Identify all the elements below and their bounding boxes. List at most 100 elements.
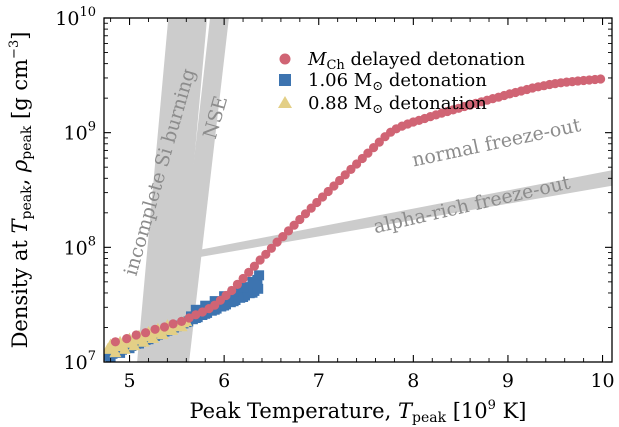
series-0-point-29 bbox=[306, 203, 316, 213]
shaded-regions bbox=[137, 18, 612, 362]
legend-label-088-sub: ⊙ bbox=[372, 102, 383, 117]
series-2-point-26 bbox=[118, 342, 131, 354]
series-0-point-37 bbox=[352, 159, 362, 169]
y-axis-title-unit-end: ] bbox=[8, 32, 32, 40]
y-tick-label-2: 109 bbox=[64, 120, 96, 145]
series-1-point-64 bbox=[200, 300, 211, 311]
x-tick-label-3: 8 bbox=[407, 370, 419, 392]
series-0-point-23 bbox=[272, 237, 282, 247]
x-axis-title-text: Peak Temperature, bbox=[190, 399, 398, 423]
series-1-point-33 bbox=[105, 352, 116, 362]
series-0-point-25 bbox=[283, 226, 294, 236]
series-0-point-30 bbox=[312, 197, 322, 208]
series-0-point-41 bbox=[374, 137, 384, 147]
legend-label-mch-sub: Ch bbox=[326, 58, 345, 73]
y-tick-label-base-2: 10 bbox=[64, 123, 88, 145]
series-0-point-2 bbox=[131, 330, 141, 340]
legend-label-106: 1.06 M⊙ detonation bbox=[308, 70, 487, 94]
series-0-point-24 bbox=[278, 232, 288, 242]
legend-label-mch-main: M bbox=[307, 49, 327, 70]
series-1-point-59 bbox=[247, 276, 258, 287]
series-0-point-7 bbox=[177, 316, 187, 326]
series-1-point-60 bbox=[238, 282, 249, 293]
series-0-point-35 bbox=[340, 170, 350, 180]
region-2 bbox=[184, 170, 612, 260]
series-0-point-34 bbox=[335, 175, 345, 186]
series-0-point-21 bbox=[261, 249, 271, 259]
series-0-point-32 bbox=[323, 186, 333, 197]
y-tick-label-exp-3: 10 bbox=[79, 5, 96, 20]
series-0-point-39 bbox=[363, 148, 373, 158]
legend-label-106-sub: ⊙ bbox=[372, 79, 383, 94]
y-axis-title-var: T bbox=[8, 218, 32, 234]
legend-label-mch-rest: delayed detonation bbox=[345, 49, 526, 70]
y-tick-label-1: 108 bbox=[64, 234, 96, 259]
series-0-point-40 bbox=[369, 143, 379, 153]
region-0 bbox=[137, 18, 208, 362]
x-tick-label-1: 6 bbox=[218, 370, 230, 392]
y-axis-title-sep: , bbox=[8, 172, 32, 185]
plot-frame bbox=[103, 17, 613, 363]
legend-label-088-main: 0.88 M bbox=[308, 93, 372, 114]
series-0-point-6 bbox=[168, 319, 178, 329]
legend-label-106-rest: detonation bbox=[383, 70, 487, 91]
series-0-point-26 bbox=[289, 220, 299, 230]
series-2-point-27 bbox=[128, 339, 141, 351]
series-0-point-5 bbox=[159, 322, 170, 332]
series-0-point-0 bbox=[110, 337, 120, 347]
y-axis-title-rho-sub: peak bbox=[19, 125, 35, 160]
data-points bbox=[104, 74, 606, 362]
y-tick-label-exp-0: 7 bbox=[88, 349, 96, 364]
series-0-point-1 bbox=[122, 334, 132, 344]
series-0-point-20 bbox=[255, 255, 265, 265]
series-0-point-4 bbox=[150, 324, 160, 334]
x-axis-title-unit-sup: 9 bbox=[488, 398, 496, 413]
x-axis-title-sub: peak bbox=[412, 410, 447, 426]
series-0-point-80 bbox=[596, 74, 606, 84]
x-axis-title: Peak Temperature, Tpeak [109 K] bbox=[190, 398, 527, 426]
series-0-point-33 bbox=[329, 181, 339, 191]
series-0-point-17 bbox=[238, 273, 248, 284]
x-tick-label-4: 9 bbox=[502, 370, 514, 392]
y-axis-title: Density at Tpeak, ρpeak [g cm−3] bbox=[7, 32, 35, 349]
series-0-point-22 bbox=[266, 243, 276, 253]
series-2-point-30 bbox=[156, 328, 169, 340]
y-tick-label-0: 107 bbox=[64, 349, 96, 374]
series-2-point-29 bbox=[147, 332, 160, 343]
y-tick-label-3: 1010 bbox=[55, 5, 96, 30]
series-0-point-19 bbox=[249, 261, 259, 271]
legend-marker-088 bbox=[278, 96, 292, 108]
series-0-point-36 bbox=[346, 164, 356, 174]
series-0-point-3 bbox=[141, 328, 151, 338]
legend-marker-mch bbox=[279, 53, 291, 65]
y-tick-label-base-3: 10 bbox=[55, 8, 79, 30]
y-tick-label-base-1: 10 bbox=[64, 237, 88, 259]
series-2-point-25 bbox=[109, 346, 122, 358]
legend-label-088-rest: detonation bbox=[383, 93, 487, 114]
legend-marker-106 bbox=[279, 74, 291, 86]
series-2-point-18 bbox=[104, 338, 117, 350]
series-0-point-18 bbox=[244, 267, 254, 277]
series-0-point-16 bbox=[232, 279, 242, 289]
y-axis-title-sub: peak bbox=[19, 185, 35, 220]
legend-label-088: 0.88 M⊙ detonation bbox=[308, 93, 487, 117]
x-axis-title-unit: [10 bbox=[446, 399, 488, 423]
region-1 bbox=[171, 18, 229, 362]
series-2-point-31 bbox=[166, 324, 179, 335]
x-axis-title-var: T bbox=[398, 399, 414, 423]
legend-label-mch: MCh delayed detonation bbox=[307, 49, 526, 73]
y-axis-title-rho: ρ bbox=[8, 159, 32, 173]
x-tick-label-2: 7 bbox=[313, 370, 325, 392]
y-axis-title-unit: [g cm bbox=[8, 59, 32, 126]
legend-label-106-main: 1.06 M bbox=[308, 70, 372, 91]
x-axis-title-unit-end: K] bbox=[496, 399, 527, 423]
series-0-point-31 bbox=[317, 192, 328, 202]
series-0-point-28 bbox=[300, 209, 311, 219]
series-1-point-58 bbox=[254, 270, 265, 281]
y-tick-label-exp-2: 9 bbox=[88, 120, 96, 135]
x-tick-label-5: 10 bbox=[590, 370, 614, 392]
series-2-point-28 bbox=[137, 335, 150, 347]
series-0-point-15 bbox=[227, 285, 237, 296]
